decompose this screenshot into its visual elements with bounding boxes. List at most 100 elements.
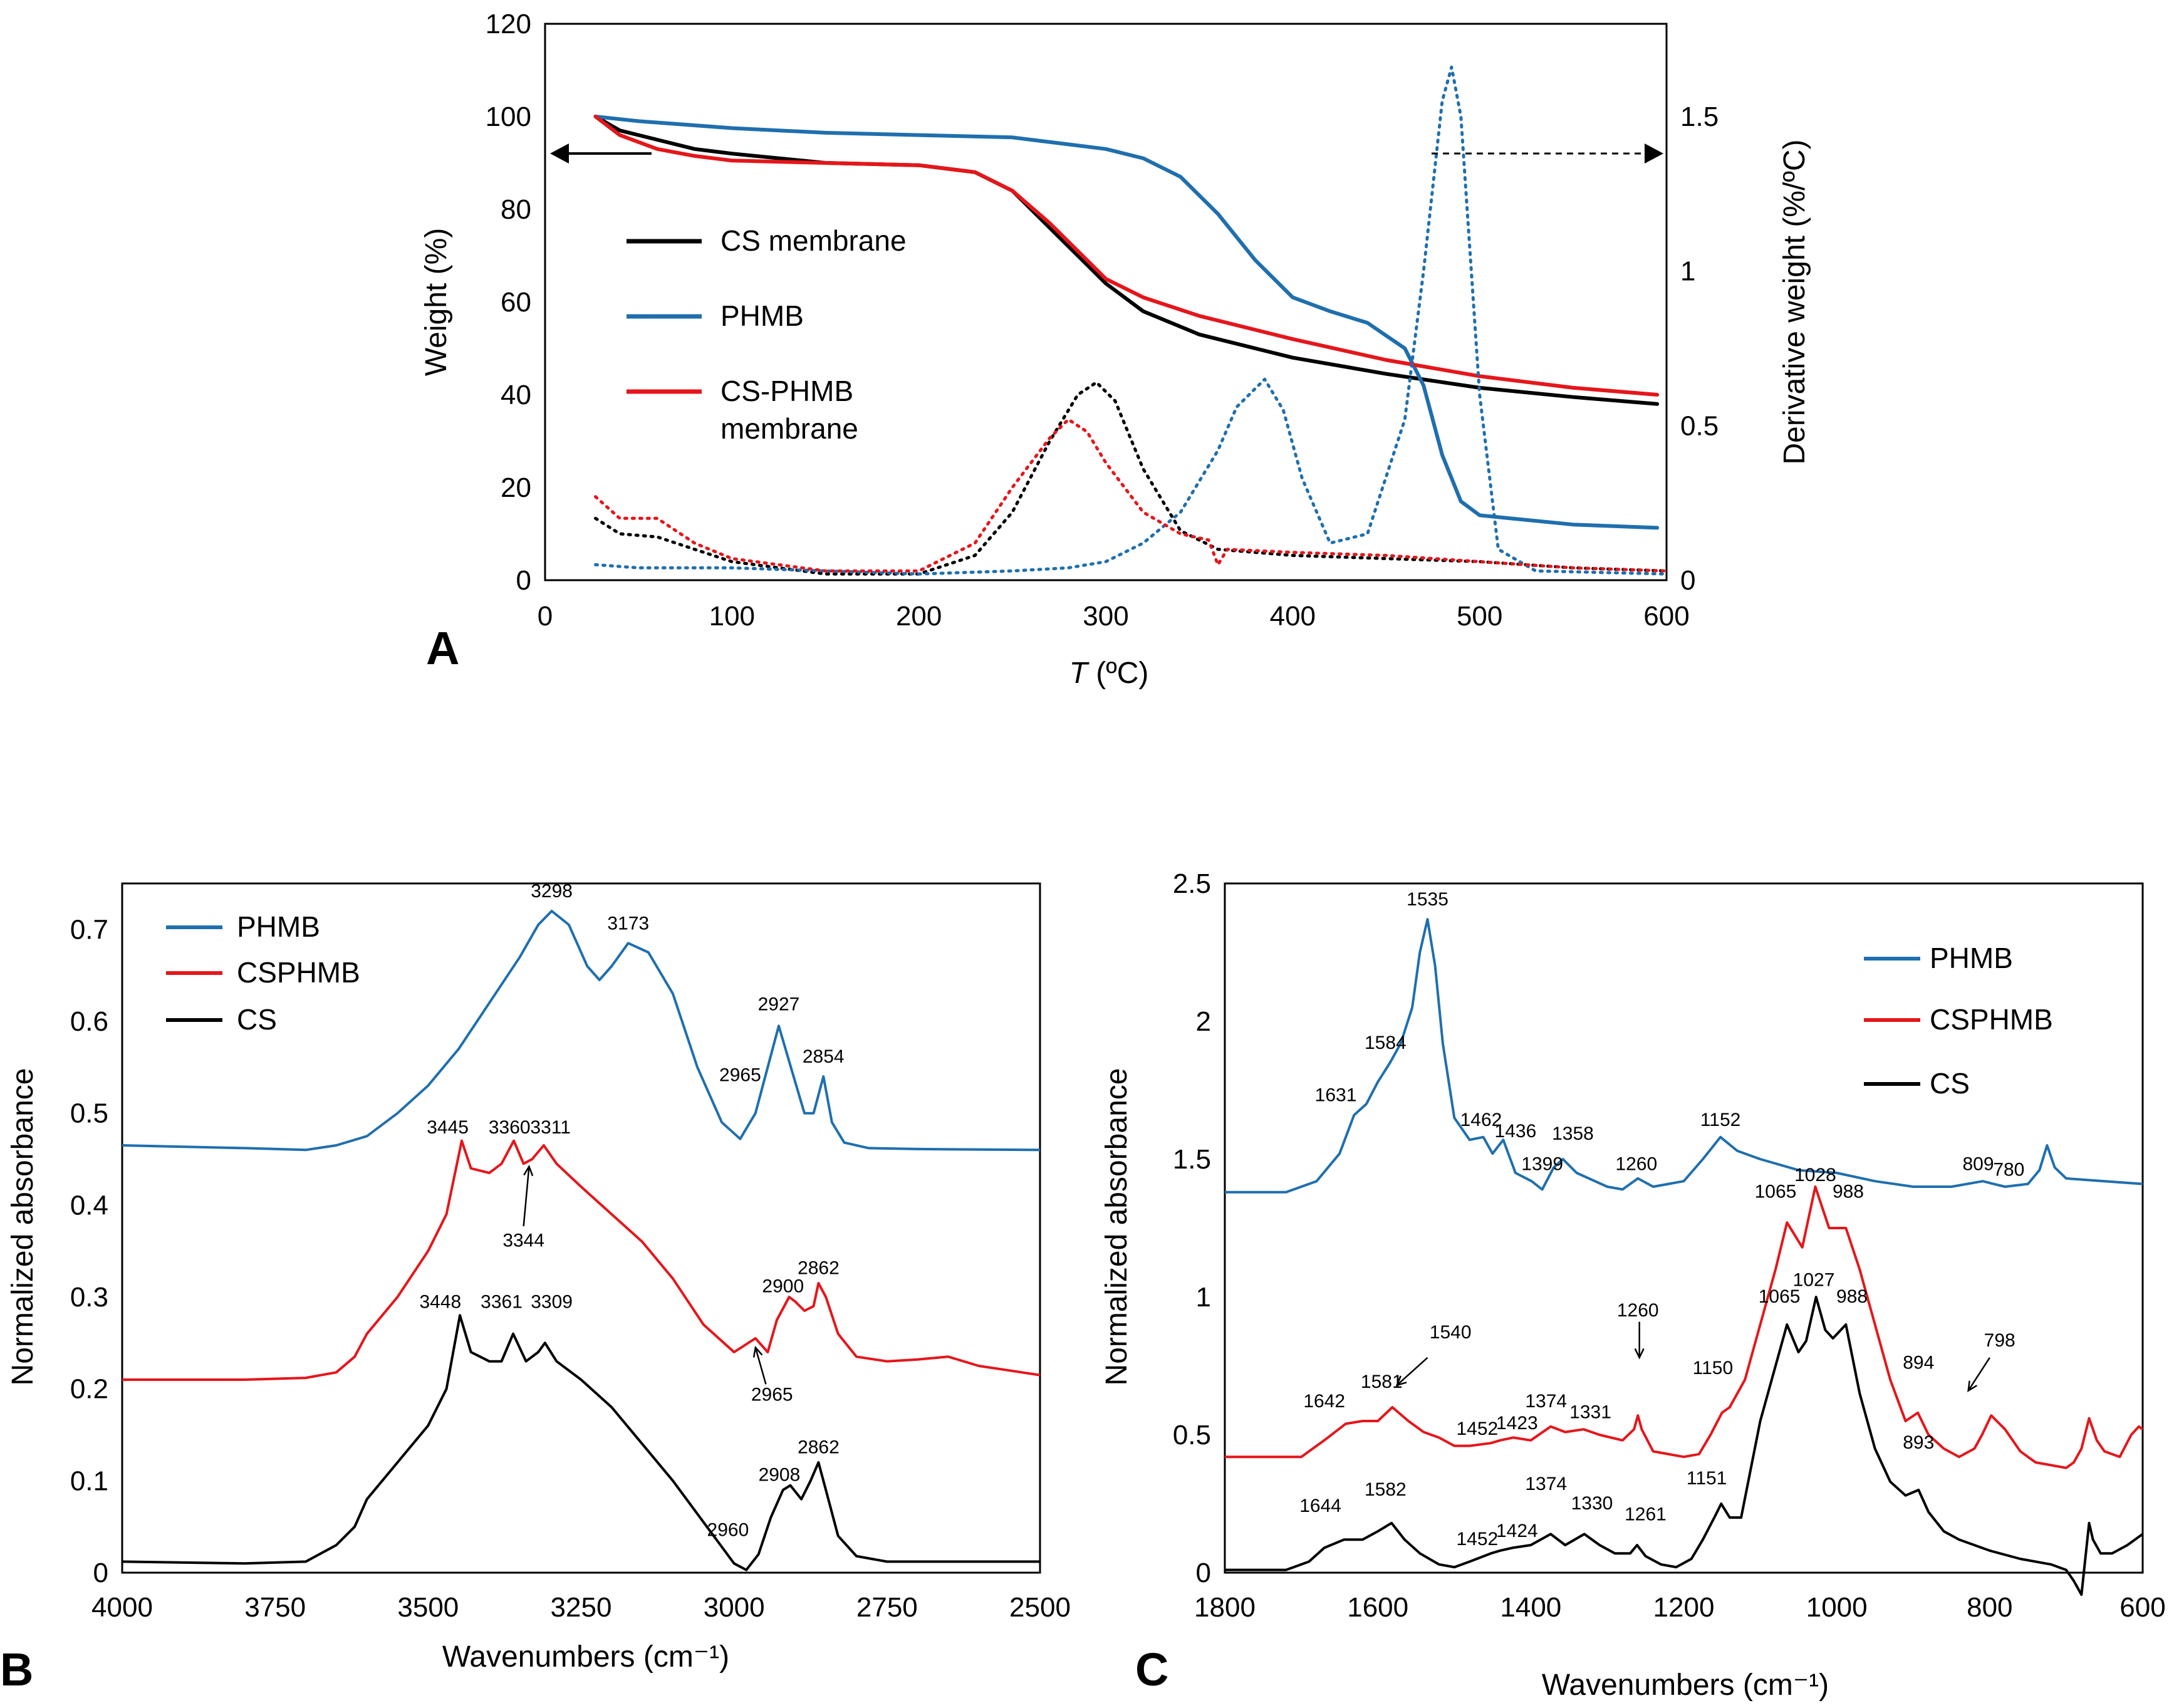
x-tick-label: 1600 (1347, 1592, 1408, 1623)
peak-arrowhead (1967, 1380, 1977, 1393)
peak-label: 809 (1962, 1154, 1994, 1175)
panel-b-axes: 4000 3750 3500 3250 3000 2750 2500 0 0.1 0.2 0.3 0.… (70, 914, 1071, 1623)
panel-b-legend: PHMB CSPHMB CS (166, 910, 360, 1036)
x-tick-label: 600 (1643, 601, 1689, 632)
peak-label: 893 (1903, 1432, 1934, 1453)
x-tick-label: 3000 (704, 1592, 765, 1623)
y-tick-label: 2 (1196, 1006, 1211, 1037)
peak-label: 2854 (803, 1046, 845, 1067)
panel-a-y2label: Derivative weight (%/ºC) (1778, 140, 1811, 465)
peak-label: 894 (1903, 1352, 1934, 1373)
y-tick-label: 0.5 (70, 1098, 108, 1129)
y2-tick-label: 0.5 (1680, 410, 1719, 441)
y-tick-label: 0.5 (1173, 1420, 1211, 1450)
legend-label-csphmb-b: CSPHMB (237, 956, 360, 989)
x-tick-label: 1400 (1500, 1592, 1561, 1623)
peak-label: 1358 (1552, 1123, 1594, 1144)
panel-c-series (1225, 918, 2144, 1596)
legend-label-cs-c: CS (1930, 1067, 1970, 1100)
series-line-phmb-dtg (594, 65, 1668, 576)
panel-c-letter: C (1135, 1643, 1168, 1695)
peak-label: 3298 (531, 881, 573, 902)
y-tick-label: 0.6 (70, 1006, 108, 1037)
legend-label-phmb-c: PHMB (1930, 942, 2013, 974)
x-tick-label: 4000 (91, 1592, 153, 1623)
spectrum-line-csphmb (1225, 1185, 2144, 1469)
panel-b-plot-frame (121, 882, 1041, 1574)
peak-label: 3309 (531, 1292, 573, 1313)
panel-b-series (122, 910, 1041, 1571)
panel-c-ylabel: Normalized absorbance (1100, 1068, 1133, 1386)
y-tick-label: 100 (486, 102, 531, 132)
series-line-phmb (593, 115, 1660, 530)
peak-label: 1535 (1407, 889, 1448, 910)
peak-label: 1424 (1496, 1521, 1538, 1541)
legend-label-cs-b: CS (237, 1003, 277, 1036)
panel-c-annotations: 1535158416311462143613991358126011528097… (1299, 889, 2024, 1549)
peak-label: 1065 (1755, 1182, 1797, 1202)
x-tick-label: 3250 (551, 1592, 612, 1623)
legend-label-cs-membrane: CS membrane (720, 224, 907, 257)
peak-label: 2908 (759, 1464, 801, 1485)
y-tick-label: 0 (516, 565, 531, 596)
left-axis-arrowhead (550, 143, 569, 164)
panel-b-annotations: 3298 3173 2927 2965 2854 3445 3360 3311 3344 2900… (419, 881, 844, 1540)
y-tick-label: 0.2 (70, 1374, 108, 1405)
peak-label: 2862 (798, 1258, 840, 1278)
x-tick-label: 500 (1457, 601, 1502, 632)
peak-label: 1584 (1365, 1033, 1407, 1053)
peak-arrowhead (1395, 1375, 1407, 1387)
panel-c-xlabel: Wavenumbers (cm⁻¹) (1542, 1669, 1829, 1702)
peak-label: 1582 (1365, 1479, 1407, 1500)
peak-label: 3173 (607, 913, 649, 934)
y-tick-label: 0.4 (70, 1190, 108, 1221)
peak-label: 1423 (1496, 1413, 1538, 1434)
peak-label: 3360 (489, 1117, 531, 1138)
peak-label: 1027 (1793, 1269, 1835, 1290)
panel-a-axes: 0 100 200 300 400 500 600 0 20 40 60 80 100 120 0 0.5 1 1… (486, 9, 1719, 632)
peak-label: 1399 (1521, 1154, 1563, 1175)
peak-arrowhead (523, 1164, 534, 1177)
peak-label: 3311 (530, 1117, 571, 1138)
peak-label: 2862 (798, 1437, 840, 1457)
panel-a-legend: CS membrane PHMB CS-PHMB membrane (627, 224, 907, 445)
peak-label: 1581 (1361, 1372, 1403, 1392)
peak-label: 798 (1984, 1330, 2015, 1351)
peak-arrow (754, 1347, 767, 1385)
peak-label: 2965 (719, 1065, 761, 1085)
peak-arrowhead (1634, 1348, 1645, 1360)
panel-a-ylabel: Weight (%) (420, 228, 453, 377)
peak-label: 2900 (762, 1276, 804, 1297)
x-tick-label: 200 (896, 601, 942, 632)
peak-label: 1152 (1700, 1110, 1741, 1130)
x-tick-label: 1800 (1194, 1592, 1256, 1623)
x-tick-label: 1200 (1653, 1592, 1715, 1623)
spectrum-line-csphmb (122, 1139, 1041, 1381)
y-tick-label: 40 (501, 380, 531, 410)
legend-label-csphmb-c: CSPHMB (1930, 1003, 2053, 1036)
y-tick-label: 80 (501, 194, 531, 225)
panel-b-letter: B (0, 1643, 33, 1695)
y-tick-label: 2.5 (1173, 868, 1211, 899)
peak-arrow (1396, 1357, 1428, 1386)
x-tick-label: 1000 (1806, 1592, 1868, 1623)
peak-label: 2965 (751, 1385, 793, 1405)
series-line-cs-phmb-membrane-dtg (594, 418, 1668, 573)
series-line-cs-membrane (593, 115, 1660, 406)
y2-tick-label: 1.5 (1680, 102, 1719, 132)
peak-label: 1631 (1315, 1085, 1357, 1106)
panel-c: 1800 1600 1400 1200 1000 800 600 0 0.5 1 1.5 2 2.5 1… (1100, 868, 2166, 1702)
panel-a-xlabel: T (ºC) (1069, 657, 1149, 690)
y-tick-label: 0 (1196, 1558, 1211, 1588)
y-tick-label: 1 (1196, 1282, 1211, 1313)
x-tick-label: 300 (1083, 601, 1128, 632)
panel-a-series (593, 65, 1668, 576)
panel-c-legend: PHMB CSPHMB CS (1864, 942, 2053, 1100)
peak-arrowhead (752, 1345, 763, 1358)
y-tick-label: 0 (93, 1558, 108, 1588)
peak-label: 1028 (1794, 1165, 1836, 1185)
peak-label: 1065 (1759, 1286, 1801, 1307)
spectrum-line-phmb (1225, 918, 2143, 1194)
legend-label-cs-phmb: CS-PHMB (720, 375, 853, 407)
y-tick-label: 1.5 (1173, 1144, 1211, 1175)
